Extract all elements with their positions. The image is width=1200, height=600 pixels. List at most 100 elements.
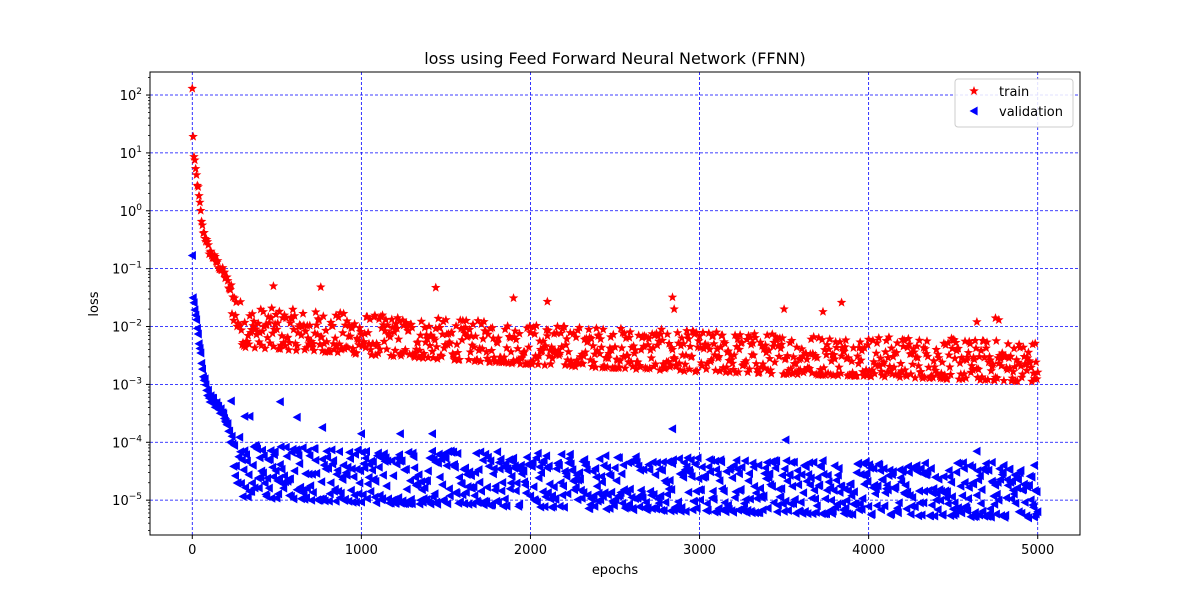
train-point bbox=[869, 356, 879, 366]
validation-point bbox=[296, 494, 305, 504]
train-point bbox=[492, 338, 503, 347]
train-point bbox=[959, 369, 969, 378]
train-point bbox=[370, 310, 380, 320]
validation-point bbox=[801, 462, 810, 472]
validation-point bbox=[702, 499, 711, 509]
y-tick-label: 10−2 bbox=[112, 319, 142, 336]
train-point bbox=[777, 333, 788, 343]
validation-point bbox=[344, 496, 353, 506]
train-point bbox=[1008, 366, 1018, 376]
train-point bbox=[515, 359, 526, 368]
train-point bbox=[1011, 354, 1022, 364]
validation-point bbox=[506, 478, 515, 488]
train-point bbox=[1031, 357, 1041, 367]
train-point bbox=[984, 351, 995, 361]
train-point bbox=[480, 326, 491, 336]
validation-point bbox=[992, 489, 1001, 499]
train-point bbox=[1033, 367, 1043, 377]
train-point bbox=[1014, 339, 1024, 349]
train-point bbox=[603, 353, 613, 363]
train-point bbox=[685, 341, 695, 351]
train-point bbox=[718, 362, 728, 372]
validation-point bbox=[327, 445, 336, 455]
train-point bbox=[525, 327, 536, 337]
legend: train validation bbox=[954, 78, 1074, 128]
train-point bbox=[694, 331, 705, 341]
validation-point bbox=[713, 470, 722, 480]
validation-point bbox=[947, 492, 956, 502]
validation-point bbox=[883, 485, 892, 495]
validation-point bbox=[810, 485, 819, 495]
train-point bbox=[748, 350, 759, 360]
validation-point bbox=[338, 475, 347, 484]
train-point bbox=[591, 323, 602, 333]
train-point bbox=[786, 335, 797, 345]
validation-point bbox=[893, 508, 902, 518]
validation-point bbox=[276, 442, 285, 452]
validation-point bbox=[532, 497, 541, 507]
train-point bbox=[563, 346, 574, 356]
y-tick-label: 102 bbox=[120, 87, 142, 104]
train-point bbox=[379, 336, 389, 346]
validation-point bbox=[383, 456, 392, 466]
train-point bbox=[245, 310, 255, 320]
train-point bbox=[932, 368, 942, 378]
validation-point bbox=[361, 453, 370, 463]
validation-outlier-point bbox=[245, 411, 254, 421]
train-point bbox=[321, 336, 332, 346]
validation-point bbox=[1020, 497, 1029, 507]
validation-point bbox=[695, 495, 704, 505]
train-point bbox=[786, 363, 796, 373]
train-point bbox=[510, 326, 520, 336]
train-point bbox=[420, 322, 430, 332]
train-point bbox=[585, 355, 596, 365]
train-point bbox=[871, 348, 881, 358]
train-point bbox=[899, 335, 909, 345]
validation-point bbox=[762, 457, 771, 467]
validation-point bbox=[501, 459, 510, 469]
validation-point bbox=[378, 470, 387, 480]
validation-point bbox=[842, 496, 851, 505]
train-point bbox=[852, 370, 862, 380]
validation-point bbox=[590, 501, 599, 511]
validation-point bbox=[1033, 507, 1042, 517]
train-point bbox=[727, 358, 738, 368]
train-point bbox=[332, 347, 343, 357]
train-point bbox=[254, 337, 264, 347]
train-point bbox=[524, 342, 534, 352]
train-point bbox=[698, 327, 708, 337]
validation-point bbox=[897, 477, 906, 487]
train-point bbox=[534, 351, 544, 360]
validation-point bbox=[266, 446, 275, 456]
validation-point bbox=[812, 501, 821, 511]
validation-point bbox=[712, 465, 721, 475]
x-axis-label: epochs bbox=[592, 563, 639, 578]
train-outlier-point bbox=[972, 316, 982, 326]
train-point bbox=[848, 342, 859, 352]
validation-point bbox=[607, 487, 616, 497]
validation-point bbox=[958, 458, 967, 468]
validation-point bbox=[926, 464, 935, 473]
validation-point bbox=[744, 469, 753, 478]
train-point bbox=[547, 353, 558, 363]
train-point bbox=[650, 359, 661, 369]
validation-point bbox=[433, 458, 442, 468]
validation-point bbox=[270, 447, 279, 456]
train-point bbox=[493, 333, 504, 343]
validation-point bbox=[863, 477, 872, 486]
train-point bbox=[392, 323, 402, 333]
validation-point bbox=[264, 483, 273, 493]
train-point bbox=[715, 366, 725, 376]
train-point bbox=[272, 318, 283, 328]
train-point bbox=[356, 329, 367, 339]
validation-point bbox=[226, 396, 235, 406]
validation-point bbox=[833, 470, 842, 480]
validation-point bbox=[1007, 494, 1016, 504]
validation-point bbox=[818, 456, 827, 466]
train-point bbox=[252, 326, 263, 336]
train-point bbox=[625, 327, 635, 337]
train-point bbox=[680, 359, 690, 369]
validation-point bbox=[225, 426, 234, 436]
validation-point bbox=[189, 298, 198, 308]
train-point bbox=[1012, 376, 1023, 386]
